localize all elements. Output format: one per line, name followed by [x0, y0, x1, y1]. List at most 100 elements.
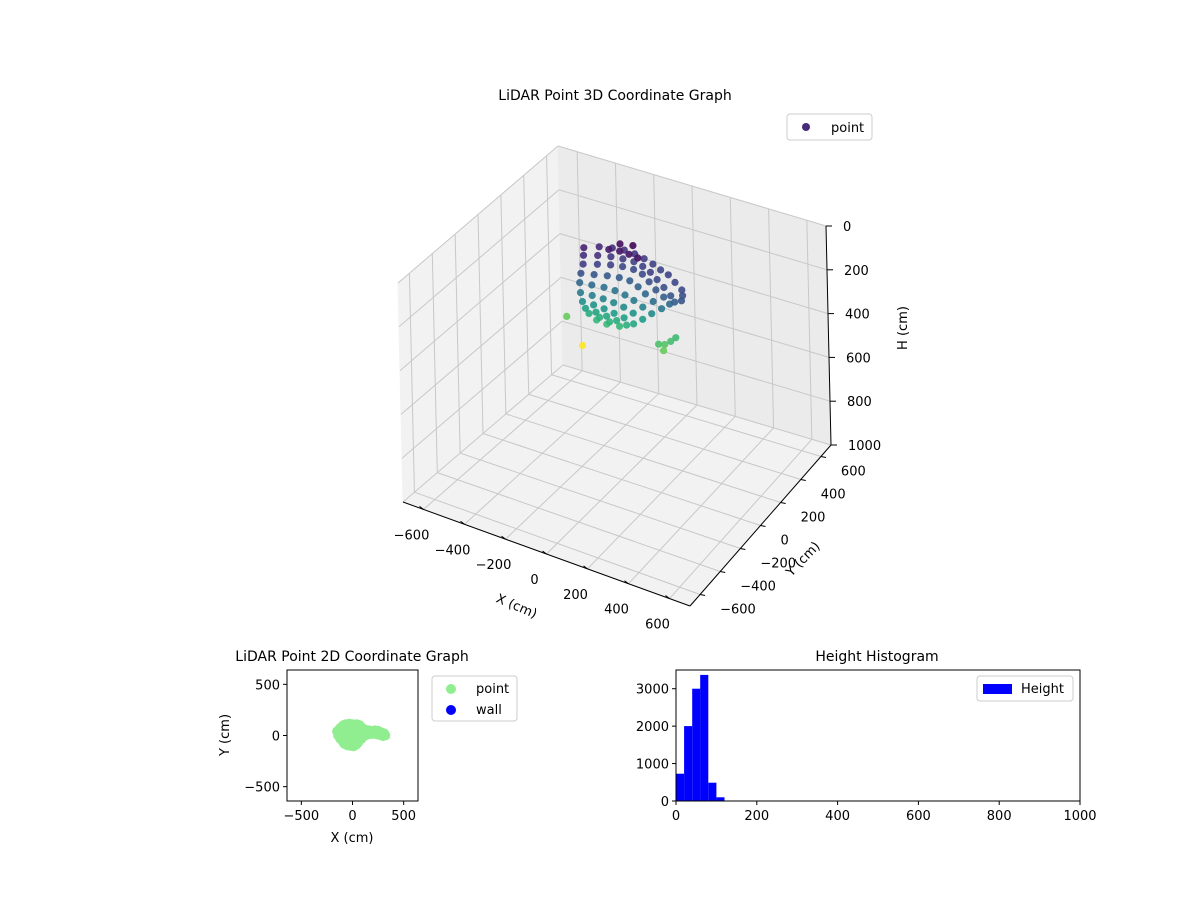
- grid-z-back: [560, 276, 830, 358]
- x-tick-label: 400: [825, 809, 850, 824]
- grid-z-left: [400, 277, 562, 415]
- scatter-3d-point: [660, 293, 668, 301]
- scatter-3d-point: [596, 313, 604, 321]
- chart-2d-xlabel: X (cm): [331, 831, 374, 846]
- scatter-3d-point: [606, 318, 614, 326]
- scatter-3d-point: [671, 298, 679, 306]
- scatter-3d-point: [581, 304, 590, 312]
- grid-y-floor: [505, 413, 781, 503]
- grid-x-back: [691, 185, 698, 406]
- scatter-3d-point: [588, 291, 596, 300]
- scatter-3d-point: [658, 305, 666, 313]
- histogram-legend-marker: [983, 684, 1012, 694]
- x-tick: [583, 565, 588, 570]
- scatter-3d-point: [590, 271, 598, 279]
- y-tick: [820, 456, 827, 458]
- chart-2d-points: [332, 718, 391, 752]
- grid-z-back: [557, 145, 827, 227]
- z-tick-label: 1000: [848, 439, 881, 454]
- x-tick: [665, 595, 670, 599]
- scatter-3d-point: [634, 254, 642, 262]
- scatter-3d-point: [639, 315, 647, 323]
- scatter-3d-point: [605, 245, 613, 254]
- grid-z-back: [559, 233, 829, 315]
- grid-y-floor: [459, 452, 741, 549]
- chart-3d-points: [563, 240, 687, 355]
- chart-2d-ticks: −500 0 500 −500 0 500: [244, 678, 416, 824]
- scatter-3d-point: [645, 278, 653, 286]
- scatter-3d-point: [649, 297, 657, 306]
- histogram-bars: [676, 674, 725, 801]
- scatter-3d-point: [679, 292, 687, 300]
- x-tick-label: −400: [435, 543, 471, 558]
- scatter-3d-point: [641, 290, 650, 298]
- y-tick-label: 0: [661, 795, 669, 810]
- x-tick: [542, 550, 547, 555]
- scatter-3d-point: [616, 322, 624, 330]
- scatter-3d-point: [660, 347, 668, 355]
- scatter-3d-point: [672, 334, 680, 342]
- histogram-bar: [692, 688, 701, 801]
- scatter-2d-point: [360, 730, 371, 741]
- grid-z-back: [561, 320, 831, 402]
- histogram-plot-area: [675, 669, 1081, 802]
- scatter-3d-point: [594, 251, 602, 260]
- scatter-3d-point: [648, 310, 656, 318]
- chart-3d-legend: point: [786, 113, 873, 141]
- x-tick-label: 400: [604, 603, 629, 618]
- scatter-3d-point: [640, 255, 648, 263]
- scatter-3d-point: [671, 278, 679, 286]
- y-tick-label: 600: [841, 465, 866, 480]
- x-tick: [624, 580, 629, 585]
- x-tick: [501, 535, 506, 540]
- scatter-3d-point: [576, 279, 584, 287]
- y-tick-label: −200: [760, 557, 796, 572]
- scatter-3d-point: [579, 251, 588, 259]
- scatter-3d-point: [563, 312, 571, 320]
- histogram-bar: [684, 726, 693, 801]
- scatter-3d-point: [638, 270, 647, 278]
- grid-y-left: [523, 175, 530, 395]
- scatter-3d-point: [649, 260, 657, 268]
- scatter-3d-point: [600, 305, 608, 313]
- chart-3d-legend-box: [786, 113, 873, 141]
- scatter-3d-point: [615, 274, 623, 282]
- y-tick-label: 200: [801, 511, 826, 526]
- x-tick-label: 1000: [1063, 809, 1096, 824]
- scatter-3d-point: [590, 301, 598, 309]
- histogram-legend-box: [976, 675, 1074, 702]
- scatter-3d-point: [619, 255, 627, 263]
- scatter-3d-point: [621, 291, 629, 299]
- histogram-bar: [700, 674, 709, 801]
- chart-2d: LiDAR Point 2D Coordinate Graph −500 0 500…: [218, 649, 518, 846]
- scatter-3d-point: [595, 243, 603, 251]
- grid-z-left: [399, 233, 561, 371]
- scatter-3d-point: [619, 263, 627, 271]
- y-tick-label: −600: [720, 603, 756, 618]
- scatter-3d-point: [620, 314, 628, 322]
- grid-z-back: [562, 364, 832, 446]
- grid-y-floor: [551, 374, 822, 457]
- x-tick-label: 0: [530, 573, 538, 588]
- x-tick-label: 0: [672, 809, 680, 824]
- scatter-3d-point: [657, 266, 665, 274]
- y-tick-label: 0: [272, 730, 280, 745]
- x-tick-label: 600: [645, 618, 670, 633]
- grid-z-left: [398, 189, 560, 328]
- scatter-3d-point: [653, 276, 661, 284]
- z-tick-label: 400: [845, 308, 870, 323]
- y-tick: [780, 502, 786, 504]
- grid-x-back: [614, 163, 621, 383]
- y-tick-label: 1000: [636, 758, 669, 773]
- y-tick: [760, 525, 766, 527]
- grid-x-back: [576, 151, 583, 371]
- y-tick-label: 2000: [636, 720, 669, 735]
- scatter-3d-point: [667, 292, 675, 300]
- scatter-3d-point: [577, 269, 585, 277]
- x-tick-label: −500: [283, 809, 319, 824]
- chart-3d: LiDAR Point 3D Coordinate Graph −600 −400…: [394, 88, 911, 633]
- chart-2d-legend-label-wall: wall: [476, 703, 502, 718]
- scatter-3d-point: [661, 340, 669, 349]
- chart-2d-ylabel: Y (cm): [218, 714, 233, 757]
- x-tick-label: 200: [744, 809, 769, 824]
